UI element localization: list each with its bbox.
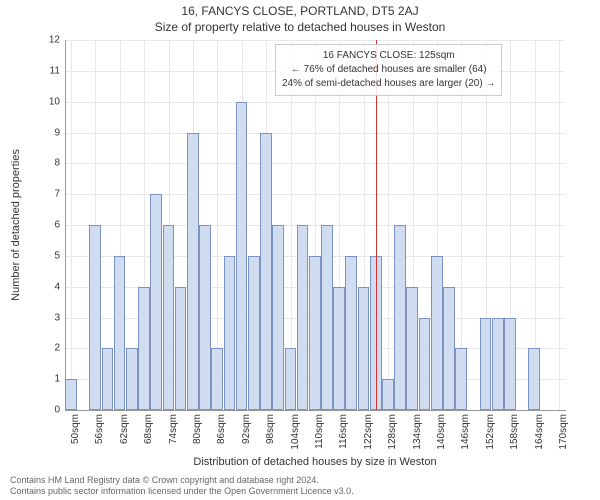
bar (345, 256, 357, 410)
annotation-line-2: ← 76% of detached houses are smaller (64… (282, 63, 495, 77)
bar (297, 225, 309, 410)
bar (187, 133, 199, 411)
bar (199, 225, 211, 410)
x-tick: 80sqm (192, 414, 203, 444)
bar (89, 225, 101, 410)
bar (163, 225, 175, 410)
footer-text: Contains HM Land Registry data © Crown c… (10, 475, 354, 498)
y-tick: 11 (38, 65, 60, 76)
bar (126, 348, 138, 410)
x-tick: 68sqm (143, 414, 154, 444)
bar (504, 318, 516, 411)
x-tick: 62sqm (119, 414, 130, 444)
x-tick: 146sqm (460, 414, 471, 450)
bar (333, 287, 345, 410)
bar (211, 348, 223, 410)
x-tick: 128sqm (387, 414, 398, 450)
x-tick: 86sqm (216, 414, 227, 444)
y-tick: 9 (38, 127, 60, 138)
footer-line-2: Contains public sector information licen… (10, 486, 354, 498)
bar (419, 318, 431, 411)
bar (431, 256, 443, 410)
y-tick: 8 (38, 158, 60, 169)
y-tick: 3 (38, 312, 60, 323)
annotation-line-3: 24% of semi-detached houses are larger (… (282, 77, 495, 91)
y-tick: 7 (38, 189, 60, 200)
bar (236, 102, 248, 410)
bar (382, 379, 394, 410)
bar (309, 256, 321, 410)
bar (394, 225, 406, 410)
bar (175, 287, 187, 410)
bar (443, 287, 455, 410)
x-tick: 56sqm (94, 414, 105, 444)
y-tick: 10 (38, 96, 60, 107)
x-tick: 158sqm (509, 414, 520, 450)
y-tick: 2 (38, 343, 60, 354)
bar (150, 194, 162, 410)
x-tick: 170sqm (558, 414, 569, 450)
x-tick: 134sqm (411, 414, 422, 450)
bar (260, 133, 272, 411)
chart-title-main: 16, FANCYS CLOSE, PORTLAND, DT5 2AJ (0, 4, 600, 18)
y-tick: 5 (38, 250, 60, 261)
bar (114, 256, 126, 410)
bar (138, 287, 150, 410)
x-tick: 98sqm (265, 414, 276, 444)
y-tick: 0 (38, 405, 60, 416)
bar (321, 225, 333, 410)
bar (406, 287, 418, 410)
x-tick: 50sqm (70, 414, 81, 444)
y-tick: 12 (38, 35, 60, 46)
bar (455, 348, 467, 410)
y-tick: 1 (38, 374, 60, 385)
y-tick: 4 (38, 281, 60, 292)
x-tick: 74sqm (168, 414, 179, 444)
annotation-box: 16 FANCYS CLOSE: 125sqm ← 76% of detache… (275, 44, 502, 96)
x-tick: 104sqm (290, 414, 301, 450)
x-tick: 122sqm (363, 414, 374, 450)
bar (102, 348, 114, 410)
bar (224, 256, 236, 410)
footer-line-1: Contains HM Land Registry data © Crown c… (10, 475, 354, 487)
x-tick: 140sqm (436, 414, 447, 450)
bar (65, 379, 77, 410)
x-tick: 164sqm (533, 414, 544, 450)
bar (480, 318, 492, 411)
bar (358, 287, 370, 410)
bar (272, 225, 284, 410)
y-axis-label: Number of detached properties (8, 40, 24, 410)
x-tick: 116sqm (338, 414, 349, 449)
annotation-line-1: 16 FANCYS CLOSE: 125sqm (282, 49, 495, 63)
bar (248, 256, 260, 410)
bar (285, 348, 297, 410)
bar (492, 318, 504, 411)
x-tick: 152sqm (485, 414, 496, 450)
x-axis-label: Distribution of detached houses by size … (65, 456, 565, 468)
bar (528, 348, 540, 410)
y-tick: 6 (38, 220, 60, 231)
x-tick: 92sqm (241, 414, 252, 444)
chart-title-sub: Size of property relative to detached ho… (0, 20, 600, 34)
x-tick: 110sqm (314, 414, 325, 449)
chart-container: 16, FANCYS CLOSE, PORTLAND, DT5 2AJ Size… (0, 0, 600, 500)
